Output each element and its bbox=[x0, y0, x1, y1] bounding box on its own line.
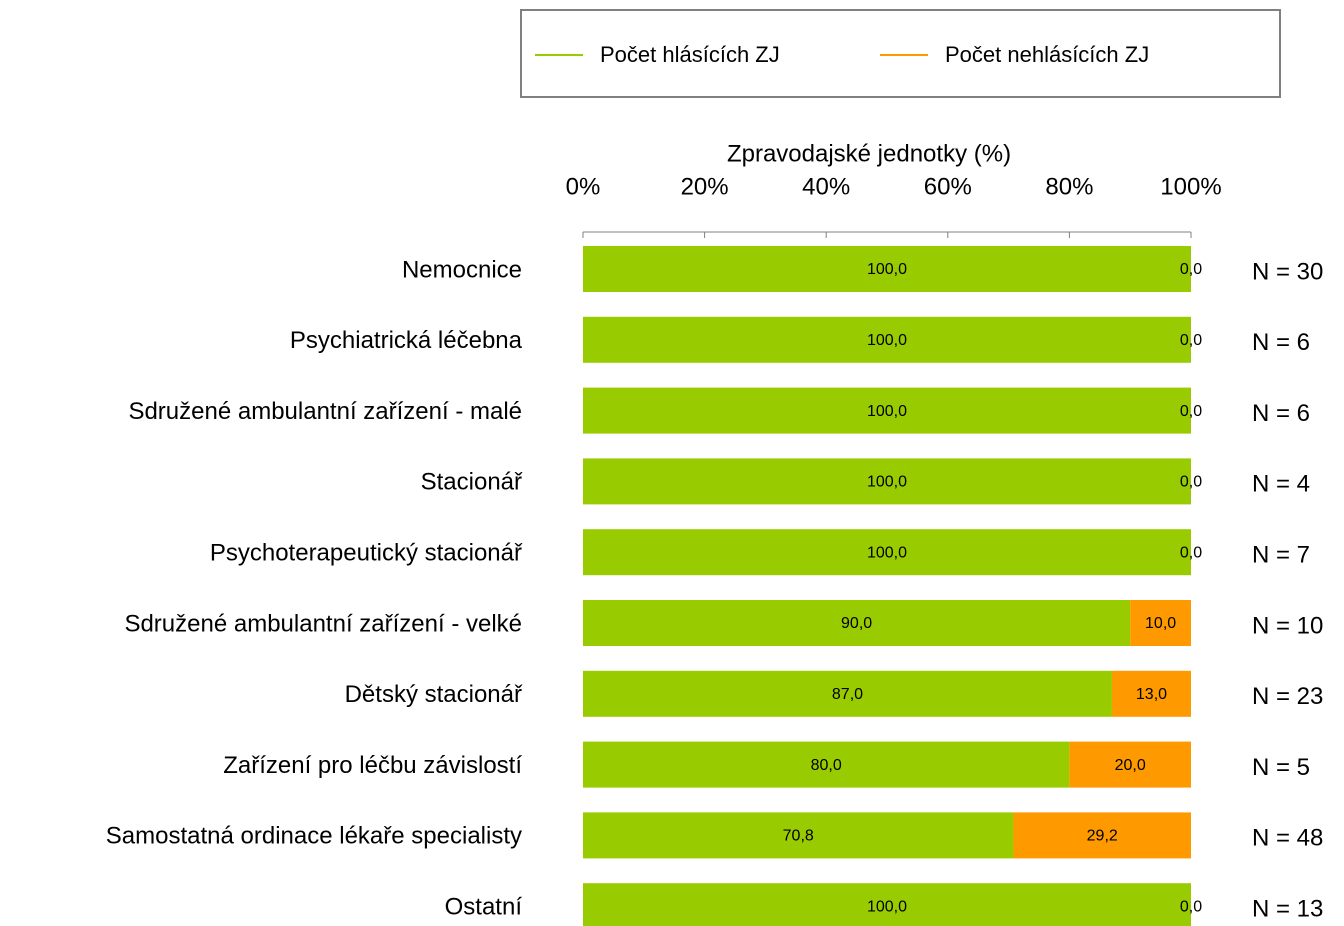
category-label: Psychoterapeutický stacionář bbox=[210, 540, 523, 567]
legend-label: Počet hlásících ZJ bbox=[600, 42, 780, 67]
bar-segment bbox=[583, 600, 1131, 646]
x-tick-label: 20% bbox=[681, 173, 729, 200]
value-label: 0,0 bbox=[1180, 332, 1202, 349]
n-label: N = 6 bbox=[1252, 400, 1310, 427]
bar-segment bbox=[1111, 670, 1191, 717]
n-label: N = 48 bbox=[1252, 825, 1323, 852]
value-label: 70,8 bbox=[783, 828, 814, 845]
x-tick-label: 100% bbox=[1160, 173, 1221, 200]
n-label: N = 4 bbox=[1252, 471, 1310, 498]
x-axis-title: Zpravodajské jednotky (%) bbox=[727, 140, 1011, 167]
bar-segment bbox=[583, 670, 1112, 717]
legend-box bbox=[520, 9, 1281, 98]
category-label: Zařízení pro léčbu závislostí bbox=[223, 752, 522, 779]
category-label: Nemocnice bbox=[402, 256, 522, 283]
x-tick-label: 80% bbox=[1045, 173, 1093, 200]
value-label: 29,2 bbox=[1087, 828, 1118, 845]
legend-label: Počet nehlásících ZJ bbox=[945, 42, 1149, 67]
bar-segment bbox=[1013, 812, 1191, 859]
value-label: 100,0 bbox=[867, 474, 907, 491]
n-label: N = 7 bbox=[1252, 542, 1310, 569]
category-label: Dětský stacionář bbox=[345, 681, 523, 708]
x-tick-label: 60% bbox=[924, 173, 972, 200]
category-label: Samostatná ordinace lékaře specialisty bbox=[106, 823, 522, 850]
bar-segment bbox=[583, 529, 1191, 576]
category-label: Psychiatrická léčebna bbox=[290, 327, 523, 354]
n-label: N = 10 bbox=[1252, 612, 1323, 639]
bar-segment bbox=[583, 458, 1191, 505]
value-label: 90,0 bbox=[841, 615, 872, 632]
category-label: Sdružené ambulantní zařízení - velké bbox=[124, 610, 522, 637]
value-label: 100,0 bbox=[867, 332, 907, 349]
bar-segment bbox=[583, 246, 1191, 292]
value-label: 100,0 bbox=[867, 403, 907, 420]
bar-segment bbox=[1130, 600, 1191, 646]
value-label: 13,0 bbox=[1136, 686, 1167, 703]
bar-segment bbox=[583, 741, 1070, 788]
n-label: N = 5 bbox=[1252, 754, 1310, 781]
bar-segment bbox=[583, 387, 1191, 434]
n-label: N = 13 bbox=[1252, 896, 1323, 923]
bar-segment bbox=[583, 883, 1191, 926]
bar-segment bbox=[583, 812, 1014, 859]
value-label: 10,0 bbox=[1145, 615, 1176, 632]
value-label: 0,0 bbox=[1180, 474, 1202, 491]
value-label: 0,0 bbox=[1180, 261, 1202, 278]
value-label: 87,0 bbox=[832, 686, 863, 703]
value-label: 100,0 bbox=[867, 261, 907, 278]
n-label: N = 6 bbox=[1252, 329, 1310, 356]
bar-segment bbox=[1069, 741, 1191, 788]
bar-segment bbox=[583, 316, 1191, 363]
category-label: Stacionář bbox=[421, 469, 523, 496]
value-label: 0,0 bbox=[1180, 403, 1202, 420]
value-label: 20,0 bbox=[1115, 757, 1146, 774]
value-label: 0,0 bbox=[1180, 898, 1202, 915]
value-label: 100,0 bbox=[867, 898, 907, 915]
x-tick-label: 40% bbox=[802, 173, 850, 200]
category-label: Ostatní bbox=[445, 894, 523, 921]
value-label: 0,0 bbox=[1180, 544, 1202, 561]
category-label: Sdružené ambulantní zařízení - malé bbox=[128, 398, 522, 425]
value-label: 100,0 bbox=[867, 544, 907, 561]
x-tick-label: 0% bbox=[566, 173, 601, 200]
value-label: 80,0 bbox=[811, 757, 842, 774]
n-label: N = 30 bbox=[1252, 258, 1323, 285]
n-label: N = 23 bbox=[1252, 683, 1323, 710]
